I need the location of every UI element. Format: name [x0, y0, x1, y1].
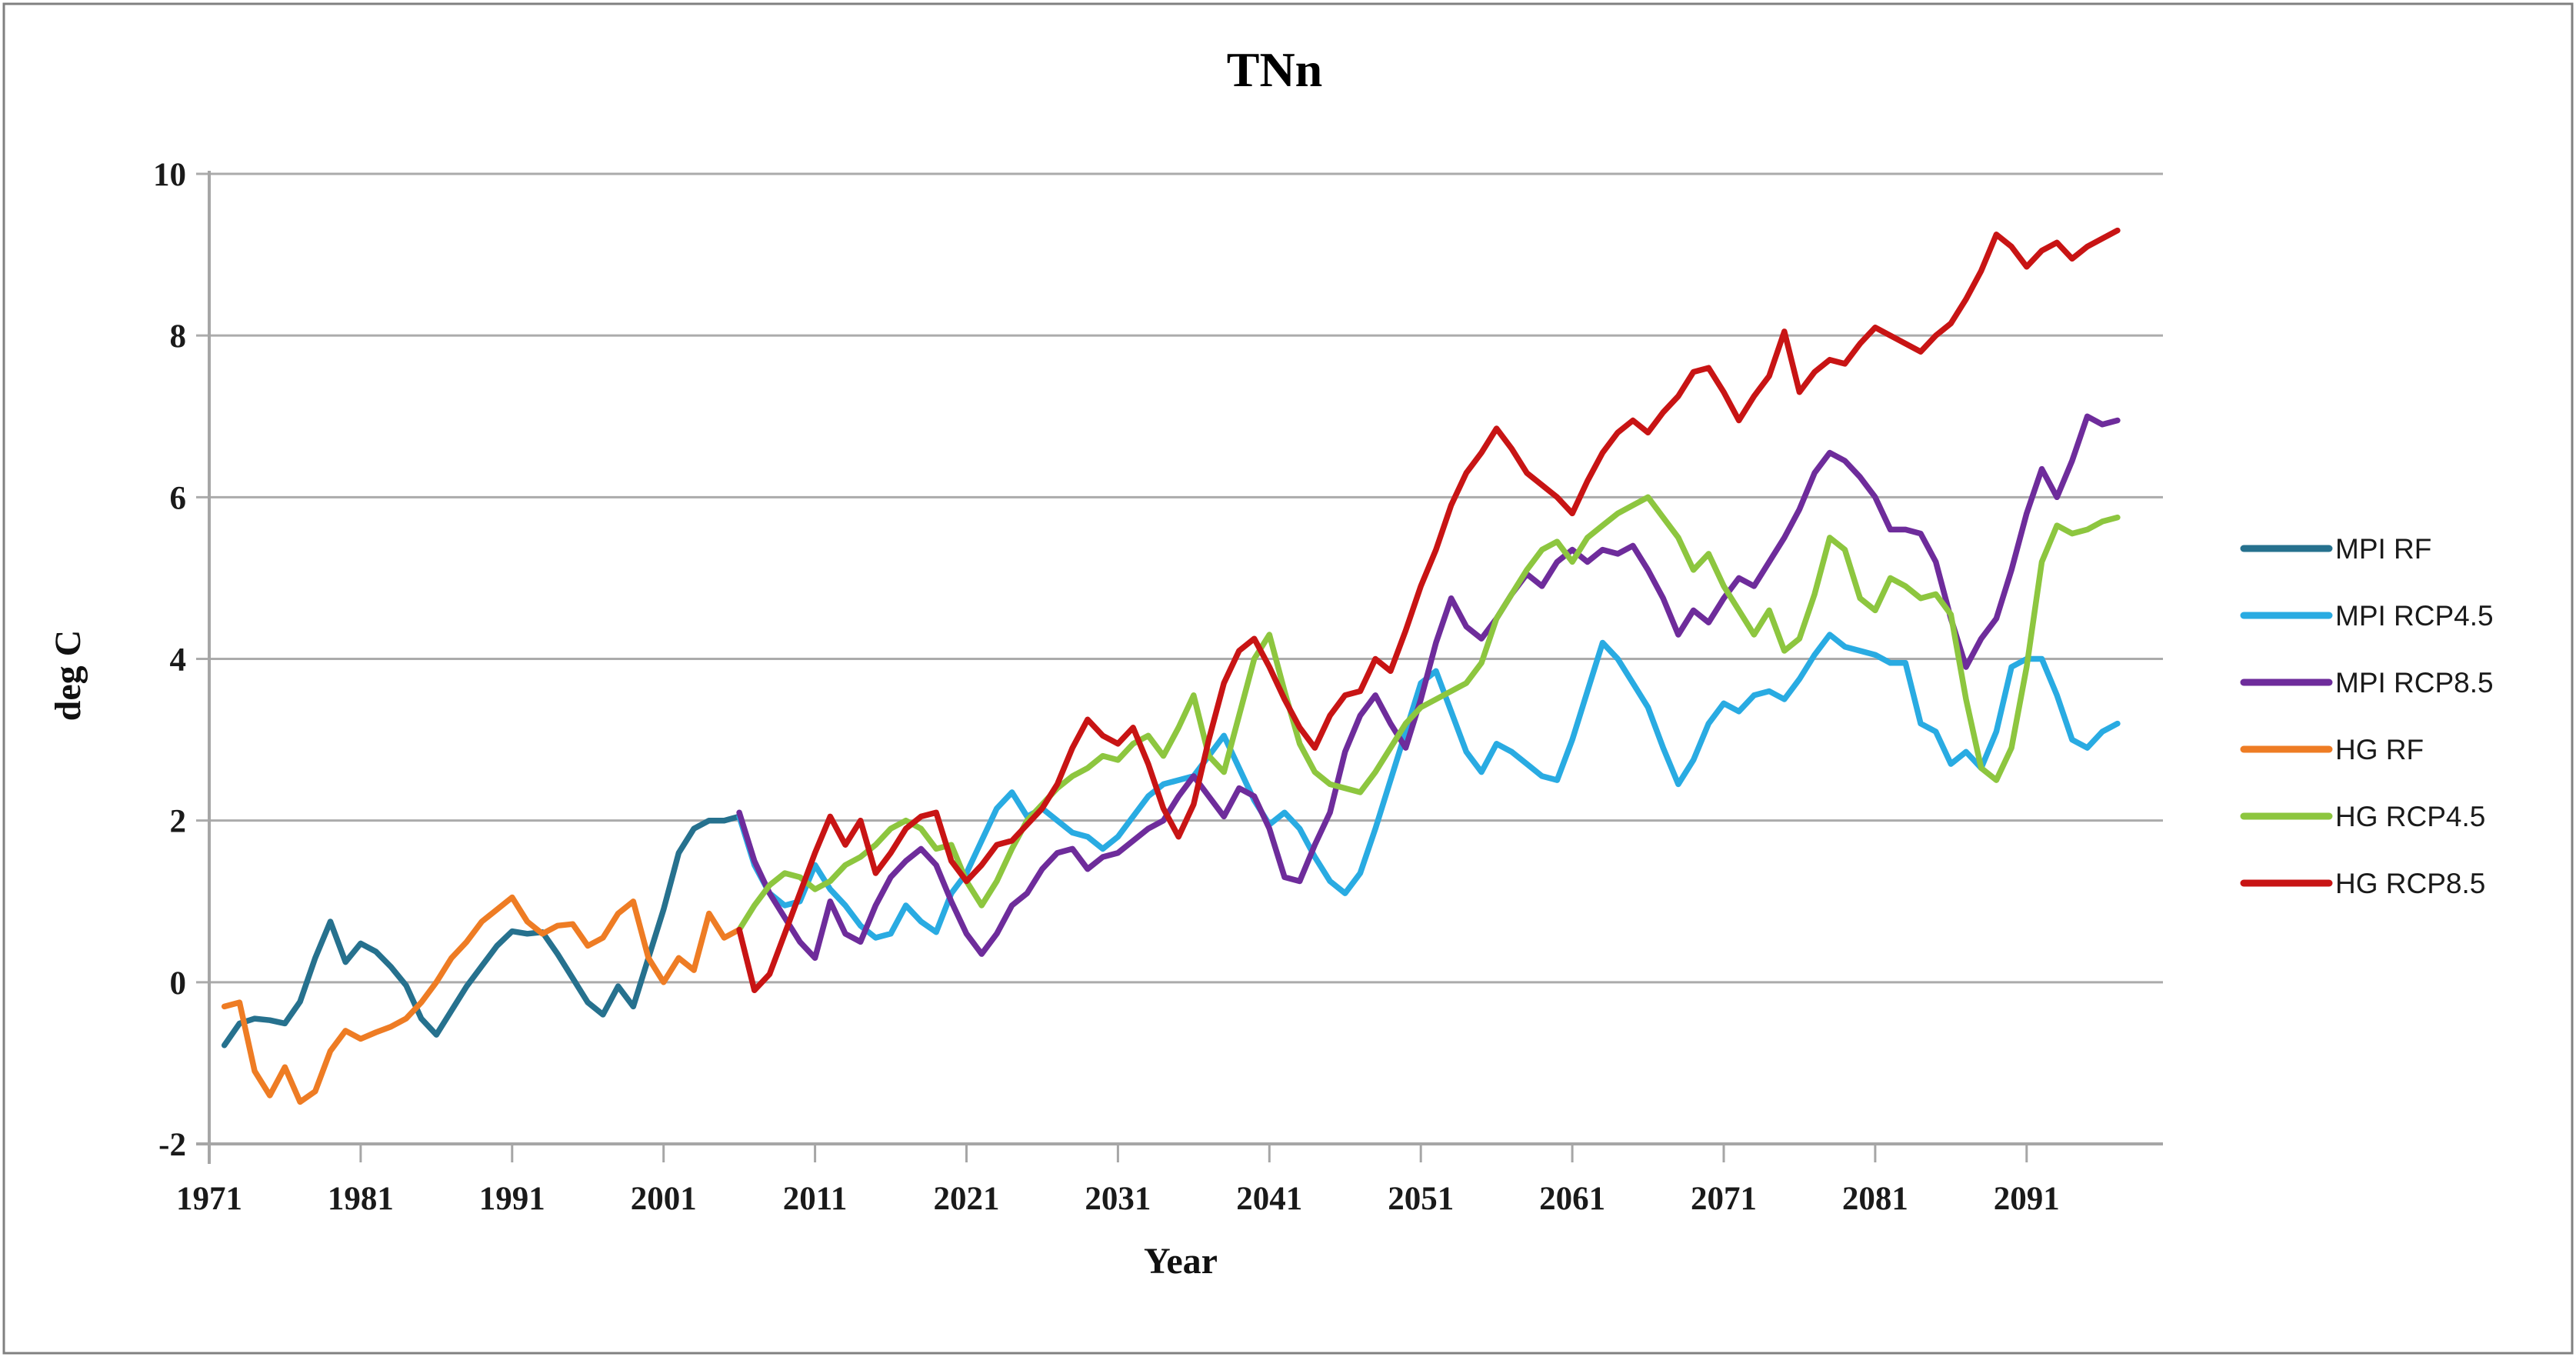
y-tick-label-10: 10: [153, 157, 186, 193]
legend-label-hg-rf: HG RF: [2335, 734, 2424, 765]
x-tick-label-2091: 2091: [1994, 1181, 2060, 1217]
legend-label-hg-rcp8-5: HG RCP8.5: [2335, 868, 2485, 899]
y-tick-label-6: 6: [170, 480, 187, 516]
series-lines: [221, 227, 2121, 1105]
chart-title: TNn: [1227, 42, 1323, 97]
x-tick-label-2081: 2081: [1842, 1181, 1908, 1217]
x-tick-label-1981: 1981: [328, 1181, 394, 1217]
series-line-hg-rf: [221, 894, 742, 1105]
x-tick-label-2041: 2041: [1236, 1181, 1302, 1217]
x-tick-label-2031: 2031: [1085, 1181, 1151, 1217]
legend-item-hg-rcp8-5: HG RCP8.5: [2240, 868, 2485, 899]
y-tick-label--2: -2: [158, 1127, 186, 1163]
legend-label-mpi-rcp4-5: MPI RCP4.5: [2335, 600, 2494, 632]
legend-label-mpi-rcp8-5: MPI RCP8.5: [2335, 667, 2494, 699]
y-tick-label-4: 4: [170, 642, 187, 678]
gridlines: [196, 172, 2163, 1145]
x-axis-ticks: [208, 1144, 2028, 1162]
legend-label-mpi-rf: MPI RF: [2335, 533, 2431, 565]
x-tick-label-2061: 2061: [1539, 1181, 1605, 1217]
series-line-hg-rcp4-5: [736, 494, 2121, 933]
legend-item-hg-rf: HG RF: [2240, 734, 2424, 765]
legend-item-mpi-rf: MPI RF: [2240, 533, 2431, 565]
y-axis-label: deg C: [48, 630, 88, 722]
axes: [196, 171, 2163, 1164]
x-tick-label-2011: 2011: [783, 1181, 848, 1217]
y-tick-label-8: 8: [170, 318, 187, 355]
x-tick-labels: 1971 1981 1991 2001 2011 2021 2031 2041 2051 2061…: [176, 1181, 2060, 1217]
x-axis-label: Year: [1144, 1241, 1218, 1282]
series-line-hg-rcp8-5: [736, 227, 2121, 994]
legend-item-mpi-rcp4-5: MPI RCP4.5: [2240, 600, 2494, 632]
legend-label-hg-rcp4-5: HG RCP4.5: [2335, 801, 2485, 832]
x-tick-label-1991: 1991: [479, 1181, 545, 1217]
series-line-mpi-rcp8-5: [736, 413, 2121, 962]
y-tick-label-2: 2: [170, 804, 187, 840]
y-tick-labels: 10 8 6 4 2 0 -2: [153, 157, 186, 1163]
y-tick-label-0: 0: [170, 965, 187, 1002]
series-line-mpi-rf: [221, 813, 742, 1049]
legend-item-mpi-rcp8-5: MPI RCP8.5: [2240, 667, 2494, 699]
legend: MPI RF MPI RCP4.5 MPI RCP8.5 HG RF HG RCP4.5…: [2240, 533, 2494, 899]
x-tick-label-2001: 2001: [631, 1181, 697, 1217]
x-tick-label-2071: 2071: [1691, 1181, 1757, 1217]
legend-item-hg-rcp4-5: HG RCP4.5: [2240, 801, 2485, 832]
x-tick-label-2051: 2051: [1388, 1181, 1454, 1217]
x-tick-label-2021: 2021: [933, 1181, 999, 1217]
x-tick-label-1971: 1971: [176, 1181, 242, 1217]
